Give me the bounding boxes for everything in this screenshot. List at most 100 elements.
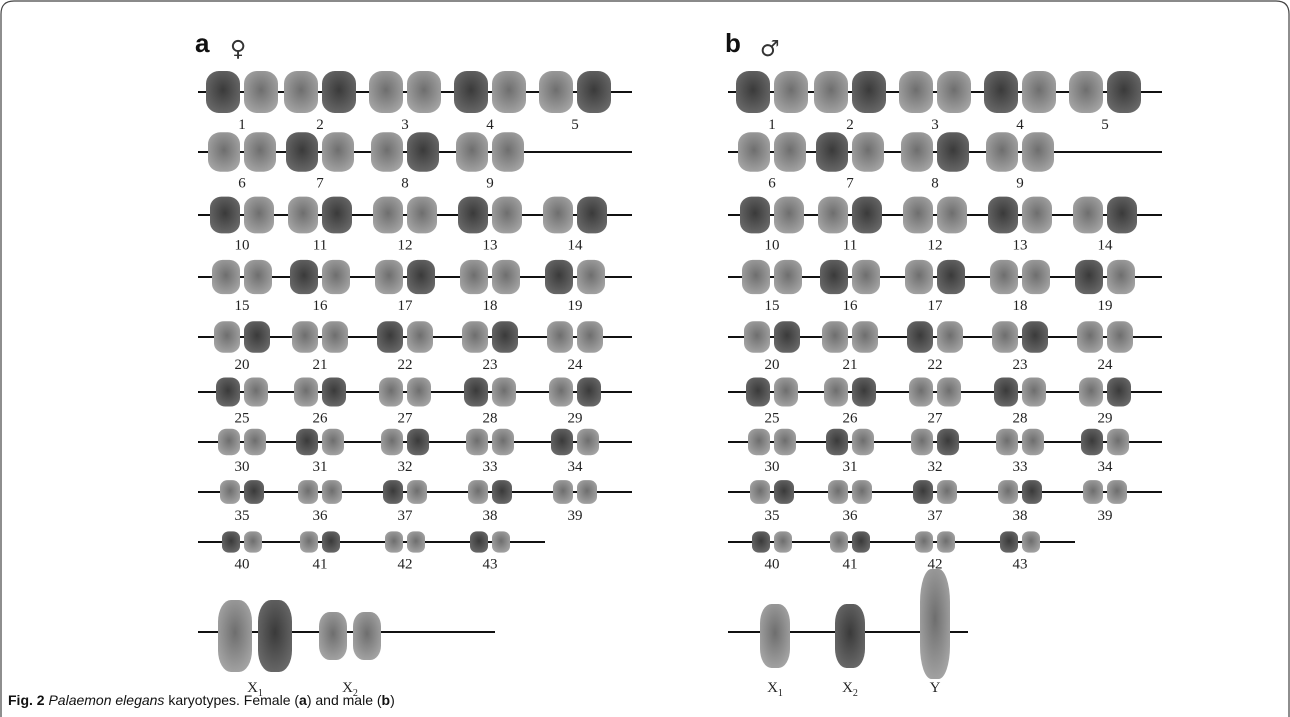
chromosome — [986, 132, 1018, 172]
chromosome — [292, 321, 318, 353]
chromosome-number: 39 — [568, 508, 583, 524]
chromosome — [551, 428, 573, 456]
chromosome-number: 32 — [928, 459, 943, 475]
chromosome-number: 34 — [568, 459, 584, 475]
chromosome — [818, 196, 848, 234]
chromosome — [407, 321, 433, 353]
chromosome — [820, 259, 848, 295]
chromosome — [852, 259, 880, 295]
chromosome — [379, 377, 403, 407]
chromosome — [1073, 196, 1103, 234]
label-subscript: 1 — [778, 688, 783, 699]
chromosome — [750, 480, 770, 504]
chromosome-number: 40 — [235, 557, 250, 573]
chromosome — [1022, 71, 1056, 113]
chromosome-number: 7 — [846, 176, 854, 192]
sex-symbol: ♀ — [230, 37, 246, 62]
chromosome — [824, 377, 848, 407]
chromosome — [371, 132, 403, 172]
chromosome-number: 41 — [313, 557, 328, 573]
chromosome — [937, 259, 965, 295]
chromosome — [577, 259, 605, 295]
chromosome-number: 18 — [1013, 298, 1028, 314]
chromosome-number: 36 — [313, 508, 329, 524]
chromosome — [736, 71, 770, 113]
chromosome — [905, 259, 933, 295]
chromosome — [740, 196, 770, 234]
chromosome — [300, 531, 318, 553]
chromosome — [468, 480, 488, 504]
caption-text: ) — [390, 692, 395, 708]
chromosome — [1022, 132, 1054, 172]
chromosome-number: 25 — [235, 411, 250, 427]
panel-label: b — [725, 28, 741, 58]
chromosome — [375, 259, 403, 295]
chromosome-number: 32 — [398, 459, 413, 475]
chromosome — [577, 428, 599, 456]
chromosome — [492, 377, 516, 407]
chromosome — [1022, 480, 1042, 504]
chromosome — [774, 259, 802, 295]
chromosome — [1107, 71, 1141, 113]
chromosome-number: 3 — [931, 117, 939, 133]
chromosome-number: 30 — [235, 459, 250, 475]
chromosome — [462, 321, 488, 353]
sex-chromosome-label: X2 — [842, 680, 858, 699]
label-base: Y — [930, 680, 941, 696]
chromosome — [1077, 321, 1103, 353]
chromosome — [322, 259, 350, 295]
chromosome — [369, 71, 403, 113]
chromosome-number: 33 — [1013, 459, 1028, 475]
chromosome — [852, 321, 878, 353]
chromosome — [748, 428, 770, 456]
chromosome — [992, 321, 1018, 353]
chromosome — [1107, 480, 1127, 504]
chromosome — [1107, 259, 1135, 295]
panel-label: a — [195, 28, 210, 58]
chromosome — [212, 259, 240, 295]
chromosome — [407, 71, 441, 113]
chromosome — [746, 377, 770, 407]
chromosome — [835, 604, 865, 668]
chromosome — [738, 132, 770, 172]
chromosome — [901, 132, 933, 172]
chromosome-number: 22 — [928, 357, 943, 373]
chromosome — [222, 531, 240, 553]
chromosome-number: 8 — [401, 176, 409, 192]
chromosome-number: 5 — [571, 117, 579, 133]
chromosome-number: 17 — [398, 298, 414, 314]
chromosome — [244, 132, 276, 172]
chromosome-number: 30 — [765, 459, 780, 475]
chromosome-number: 6 — [768, 176, 776, 192]
chromosome-number: 22 — [398, 357, 413, 373]
chromosome — [937, 428, 959, 456]
sex-chromosome-label: Y — [930, 680, 941, 696]
chromosome — [258, 600, 292, 672]
chromosome — [852, 71, 886, 113]
chromosome — [244, 321, 270, 353]
chromosome — [911, 428, 933, 456]
chromosome — [322, 132, 354, 172]
chromosome-number: 19 — [1098, 298, 1113, 314]
chromosome-number: 24 — [568, 357, 584, 373]
chromosome — [218, 600, 252, 672]
chromosome-number: 7 — [316, 176, 324, 192]
chromosome-number: 41 — [843, 557, 858, 573]
chromosome — [244, 71, 278, 113]
chromosome — [984, 71, 1018, 113]
chromosome-number: 31 — [843, 459, 858, 475]
chromosome-number: 11 — [843, 237, 857, 253]
chromosome-number: 25 — [765, 411, 780, 427]
sex-chromosome-label: X1 — [767, 680, 783, 699]
chromosome — [383, 480, 403, 504]
chromosome — [464, 377, 488, 407]
chromosome-number: 12 — [928, 237, 943, 253]
chromosome — [492, 71, 526, 113]
chromosome — [284, 71, 318, 113]
chromosome — [577, 196, 607, 234]
chromosome — [353, 612, 381, 660]
chromosome-number: 15 — [765, 298, 780, 314]
chromosome — [322, 321, 348, 353]
chromosome — [937, 321, 963, 353]
chromosome — [774, 71, 808, 113]
